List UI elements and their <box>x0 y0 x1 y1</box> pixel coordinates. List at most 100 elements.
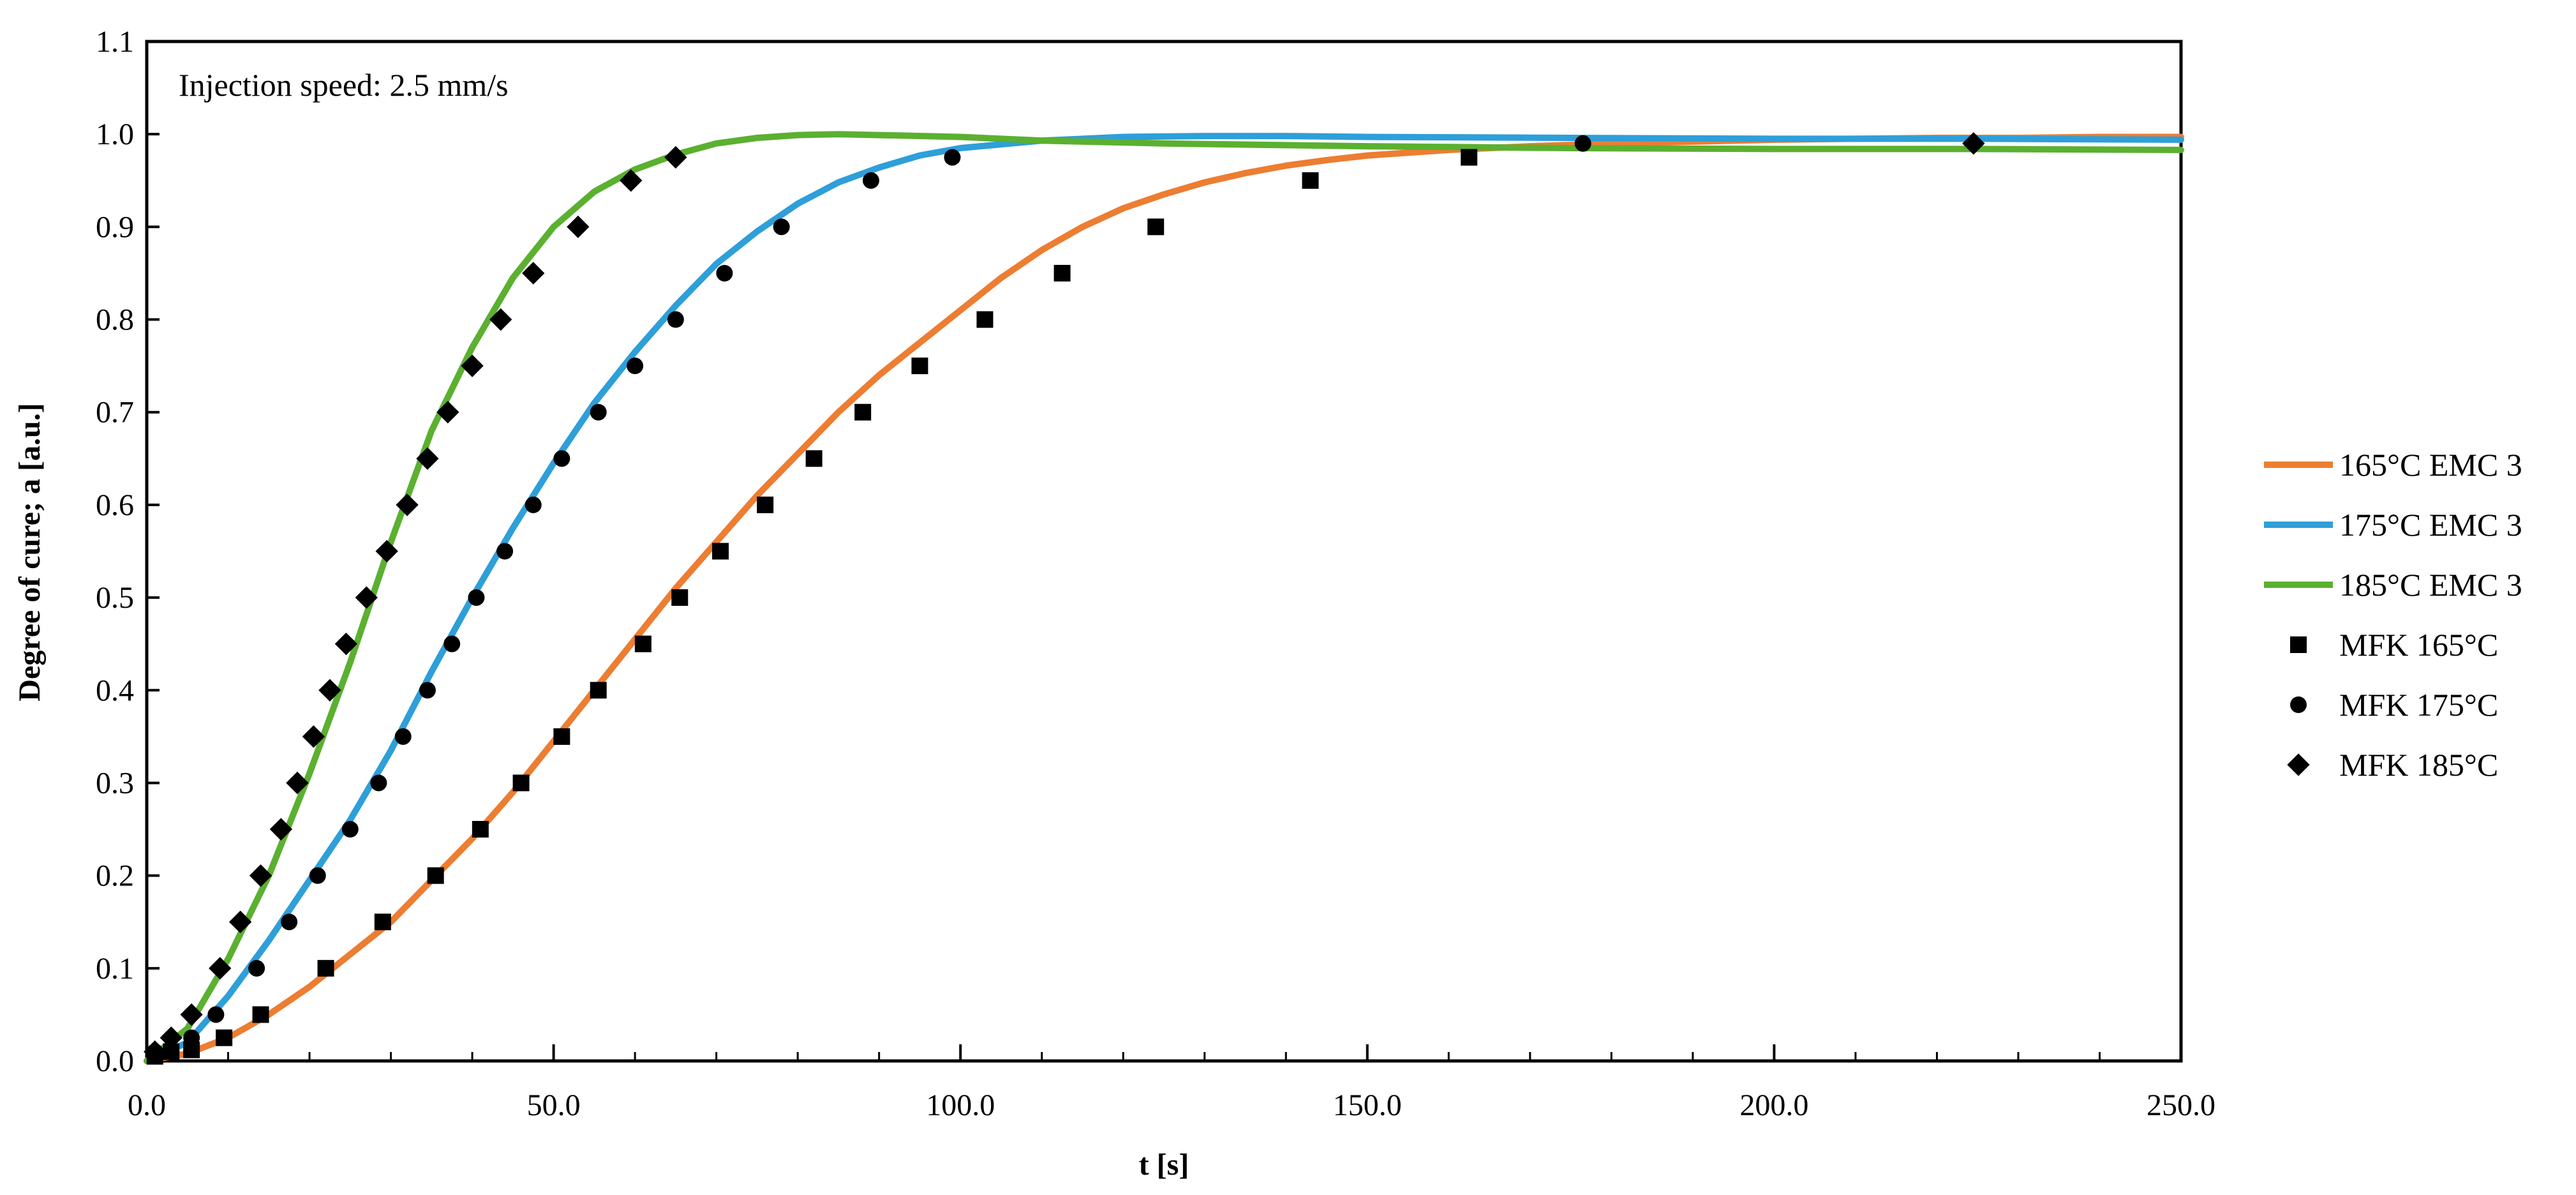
data-point-diamond <box>1962 132 1985 155</box>
x-tick-label: 50.0 <box>527 1088 581 1122</box>
data-point-square <box>216 1029 233 1046</box>
data-point-diamond <box>375 539 398 563</box>
legend-item: MFK 175°C <box>2290 687 2498 723</box>
data-point-circle <box>553 450 570 467</box>
data-point-circle <box>496 543 514 560</box>
y-tick-label: 1.0 <box>96 117 134 151</box>
series-mfk-175c <box>146 135 1591 1060</box>
data-point-diamond <box>436 401 459 424</box>
legend-marker-swatch <box>2287 753 2310 776</box>
data-point-circle <box>281 913 298 931</box>
y-tick-label: 0.0 <box>96 1044 134 1078</box>
data-point-diamond <box>302 725 325 748</box>
data-point-circle <box>443 635 461 652</box>
data-point-square <box>590 682 607 699</box>
data-point-diamond <box>355 586 378 609</box>
x-tick-label: 100.0 <box>926 1088 995 1122</box>
data-point-circle <box>341 821 359 838</box>
data-point-diamond <box>286 771 309 795</box>
data-point-diamond <box>209 957 232 980</box>
data-point-square <box>712 543 729 560</box>
y-axis-title: Degree of cure; a [a.u.] <box>13 403 47 701</box>
y-tick-label: 0.6 <box>96 488 134 522</box>
legend-label: 175°C EMC 3 <box>2339 507 2522 543</box>
data-point-circle <box>207 1006 225 1023</box>
data-point-circle <box>944 149 961 166</box>
data-point-diamond <box>522 262 545 285</box>
data-point-circle <box>862 172 879 189</box>
data-point-square <box>553 728 570 745</box>
data-point-diamond <box>396 493 419 516</box>
legend-item: MFK 165°C <box>2290 627 2498 663</box>
data-point-diamond <box>489 308 512 331</box>
data-point-diamond <box>318 679 341 702</box>
plot-area <box>145 40 2183 1063</box>
series-165c-emc-3 <box>144 133 2184 1064</box>
data-point-diamond <box>567 215 590 239</box>
legend-label: 165°C EMC 3 <box>2339 447 2522 483</box>
x-tick-label: 200.0 <box>1739 1088 1808 1122</box>
data-point-circle <box>590 403 607 421</box>
data-point-circle <box>309 867 326 884</box>
data-point-diamond <box>144 1040 167 1063</box>
data-point-circle <box>163 1043 180 1060</box>
data-point-circle <box>773 218 790 236</box>
data-point-square <box>805 450 823 467</box>
data-point-diamond <box>416 447 439 470</box>
data-point-diamond <box>620 169 643 192</box>
data-point-circle <box>370 774 387 792</box>
x-tick-label: 250.0 <box>2147 1088 2215 1122</box>
data-point-square <box>671 589 689 606</box>
data-point-diamond <box>228 910 252 933</box>
data-point-circle <box>525 496 542 513</box>
data-point-square <box>317 959 334 977</box>
y-tick-label: 1.1 <box>96 25 134 59</box>
data-point-square <box>1053 264 1071 282</box>
data-point-square <box>976 311 994 328</box>
legend-marker-swatch <box>2290 636 2307 653</box>
series-mfk-185c <box>144 132 1985 1063</box>
data-point-square <box>1302 172 1319 189</box>
data-point-square <box>252 1006 269 1023</box>
data-point-circle <box>419 682 436 699</box>
data-point-square <box>1461 149 1478 166</box>
data-point-diamond <box>461 354 484 377</box>
data-point-square <box>854 403 872 421</box>
data-point-square <box>472 821 489 838</box>
data-point-square <box>634 635 651 652</box>
y-tick-label: 0.7 <box>96 396 134 430</box>
data-point-circle <box>248 959 265 977</box>
x-tick-label: 150.0 <box>1333 1088 1402 1122</box>
data-point-circle <box>394 728 412 745</box>
series-line <box>144 133 2184 1064</box>
x-axis-title: t [s] <box>1139 1148 1189 1182</box>
y-tick-label: 0.9 <box>96 210 134 244</box>
legend: 165°C EMC 3 175°C EMC 3 185°C EMC 3 MFK 165… <box>2264 447 2522 783</box>
data-point-circle <box>716 264 733 282</box>
data-point-circle <box>183 1029 200 1046</box>
data-point-square <box>374 913 391 931</box>
data-point-square <box>427 867 444 884</box>
data-point-circle <box>1574 135 1591 152</box>
data-point-diamond <box>249 864 272 887</box>
data-point-square <box>512 774 530 792</box>
data-point-square <box>911 357 928 375</box>
legend-item: 165°C EMC 3 <box>2264 447 2522 483</box>
y-tick-label: 0.4 <box>96 673 134 707</box>
legend-item: 185°C EMC 3 <box>2264 567 2522 603</box>
data-point-diamond <box>664 146 687 169</box>
data-point-diamond <box>160 1026 182 1049</box>
y-tick-label: 0.1 <box>96 952 134 986</box>
data-point-circle <box>468 589 485 606</box>
legend-item: 175°C EMC 3 <box>2264 507 2522 543</box>
legend-item: MFK 185°C <box>2287 747 2498 783</box>
data-point-circle <box>627 357 644 375</box>
chart-annotation: Injection speed: 2.5 mm/s <box>179 67 509 103</box>
y-tick-label: 0.3 <box>96 766 134 800</box>
axis-ticks: 0.0 0.1 0.2 0.3 0.4 0.5 0.6 0.7 0.8 0.9 1.0 1.1 0.0 5… <box>96 25 2215 1122</box>
y-tick-label: 0.5 <box>96 581 134 615</box>
y-tick-label: 0.2 <box>96 859 134 893</box>
data-point-diamond <box>180 1003 203 1026</box>
x-tick-label: 0.0 <box>128 1088 166 1122</box>
